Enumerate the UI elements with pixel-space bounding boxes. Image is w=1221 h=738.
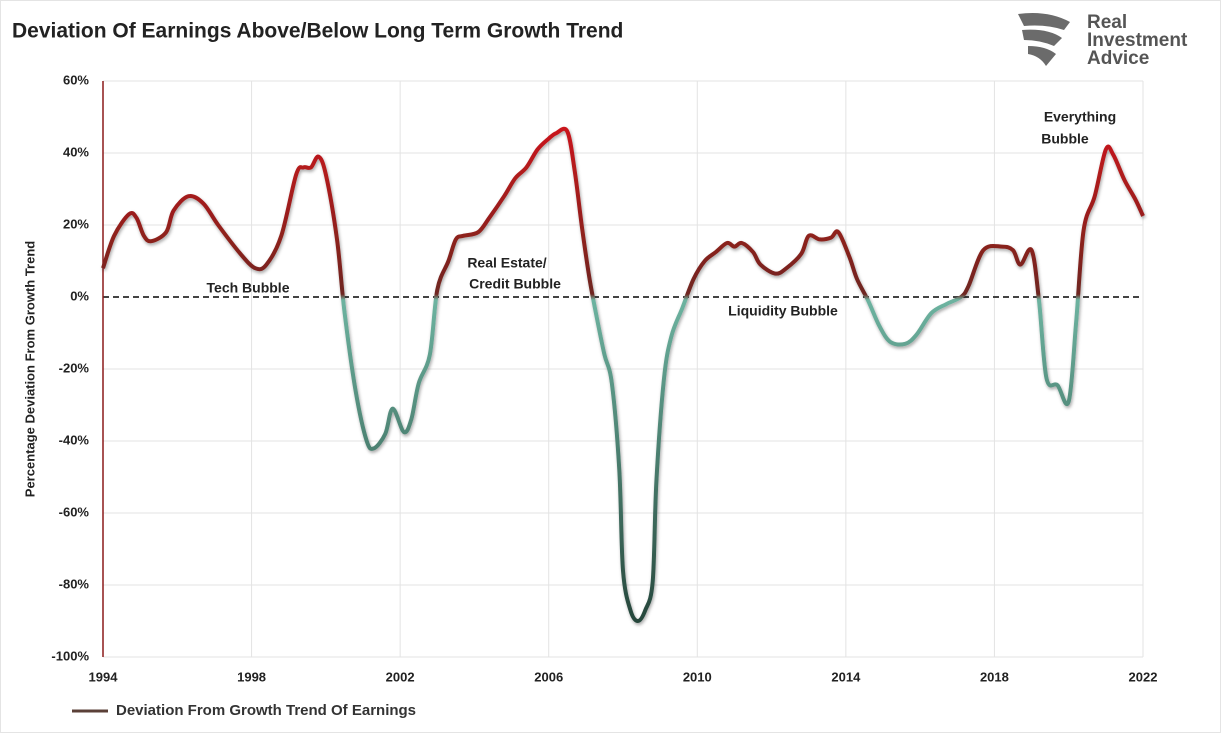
x-tick-label: 2014 [831,669,861,684]
x-tick-label: 2022 [1129,669,1158,684]
y-tick-label: 40% [63,144,89,159]
x-tick-label: 2006 [534,669,563,684]
logo: Real Investment Advice [1018,12,1188,69]
x-tick-label: 1998 [237,669,266,684]
data-line [101,126,1145,623]
annotation: Tech Bubble [207,280,290,296]
chart-title: Deviation Of Earnings Above/Below Long T… [12,20,623,43]
y-tick-label: -20% [59,360,90,375]
annotation: Everything [1044,109,1116,125]
brand-text: Advice [1087,48,1149,69]
x-tick-label: 1994 [89,669,119,684]
annotation: Credit Bubble [469,276,561,292]
brand-text: Investment [1087,30,1188,51]
y-tick-label: 0% [70,288,89,303]
annotation: Real Estate/ [467,255,546,271]
brand-text: Real [1087,12,1127,33]
x-tick-label: 2010 [683,669,712,684]
y-axis-label: Percentage Deviation From Growth Trend [22,241,37,497]
y-tick-label: -80% [59,576,90,591]
logo-icon [1018,13,1070,66]
x-tick-label: 2018 [980,669,1009,684]
annotation: Liquidity Bubble [728,303,838,319]
y-tick-label: -100% [51,648,89,663]
y-tick-label: -60% [59,504,90,519]
annotation: Bubble [1041,131,1089,147]
x-tick-label: 2002 [386,669,415,684]
y-tick-label: -40% [59,432,90,447]
legend-label: Deviation From Growth Trend Of Earnings [116,702,416,719]
y-tick-label: 60% [63,72,89,87]
y-tick-label: 20% [63,216,89,231]
